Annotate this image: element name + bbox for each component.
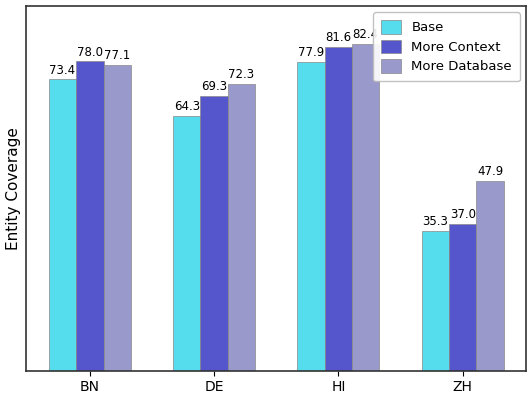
Bar bbox=[228, 84, 255, 371]
Text: 47.9: 47.9 bbox=[477, 165, 503, 178]
Text: 64.3: 64.3 bbox=[174, 100, 200, 113]
Text: 81.6: 81.6 bbox=[326, 32, 352, 44]
Text: 69.3: 69.3 bbox=[201, 80, 227, 93]
Text: 78.0: 78.0 bbox=[77, 46, 103, 59]
Bar bbox=[449, 224, 476, 371]
Bar bbox=[325, 47, 352, 371]
Text: 35.3: 35.3 bbox=[422, 215, 448, 228]
Y-axis label: Entity Coverage: Entity Coverage bbox=[5, 127, 21, 250]
Text: 73.4: 73.4 bbox=[49, 64, 76, 77]
Bar bbox=[104, 65, 131, 371]
Bar bbox=[352, 44, 379, 371]
Text: 82.4: 82.4 bbox=[353, 28, 379, 41]
Text: 72.3: 72.3 bbox=[228, 68, 254, 81]
Bar bbox=[476, 180, 504, 371]
Bar bbox=[297, 62, 325, 371]
Text: 77.1: 77.1 bbox=[104, 49, 130, 62]
Legend: Base, More Context, More Database: Base, More Context, More Database bbox=[373, 12, 520, 81]
Text: 37.0: 37.0 bbox=[450, 208, 476, 222]
Bar bbox=[49, 79, 76, 371]
Bar bbox=[201, 96, 228, 371]
Bar bbox=[422, 231, 449, 371]
Bar bbox=[76, 61, 104, 371]
Bar bbox=[173, 116, 201, 371]
Text: 77.9: 77.9 bbox=[298, 46, 324, 59]
